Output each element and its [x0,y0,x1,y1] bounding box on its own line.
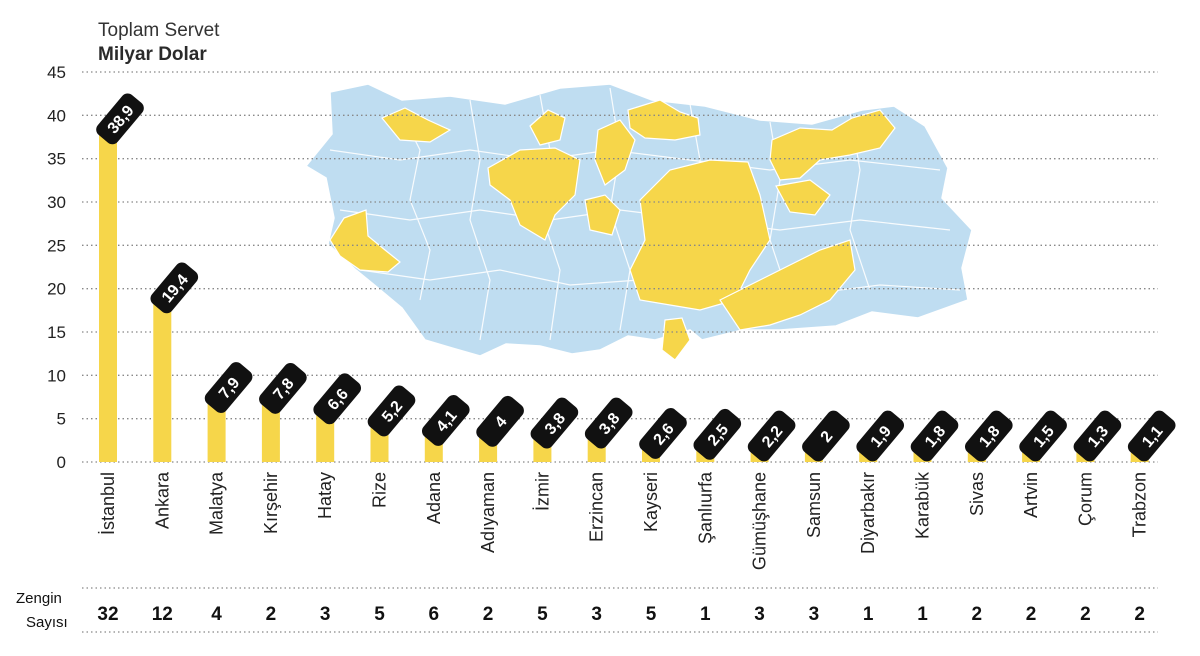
y-tick-label-0: 0 [57,453,66,472]
y-tick-label-6: 30 [47,193,66,212]
x-tick-label-2: Malatya [207,471,227,535]
x-tick-label-6: Adana [424,471,444,524]
x-tick-label-3: Kırşehir [261,472,281,534]
x-tick-label-13: Samsun [804,472,824,538]
y-tick-label-9: 45 [47,63,66,82]
value-label-box-6 [421,395,470,446]
y-tick-label-2: 10 [47,366,66,385]
value-label-box-19 [1127,410,1176,462]
x-tick-label-14: Diyarbakır [858,472,878,554]
value-label-box-17 [1019,410,1067,462]
count-value-4: 3 [320,604,331,625]
x-tick-label-16: Sivas [967,472,987,516]
count-row: 32 12 4 2 3 5 6 2 5 3 5 1 3 3 1 1 2 2 2 2 [97,604,1145,625]
y-tick-label-5: 25 [47,236,66,255]
count-value-14: 1 [863,604,874,625]
count-value-3: 2 [266,604,277,625]
value-label-box-14 [856,410,905,462]
turkey-map [304,83,973,361]
value-label-box-2 [204,362,253,413]
x-tick-label-9: Erzincan [587,472,607,542]
x-tick-label-15: Karabük [913,471,933,539]
value-label-box-8 [530,397,579,449]
count-value-19: 2 [1134,604,1145,625]
x-tick-label-11: Şanlıurfa [695,471,715,544]
value-label-box-10 [639,408,687,459]
x-tick-label-17: Artvin [1021,472,1041,518]
value-label-box-11 [693,408,742,460]
x-tick-label-8: İzmir [532,472,552,511]
chart-title: Toplam Servet [98,20,220,41]
y-tick-label-4: 20 [47,280,66,299]
x-tick-label-12: Gümüşhane [750,472,770,570]
value-label-box-18 [1073,410,1122,462]
x-tick-label-10: Kayseri [641,472,661,532]
count-value-15: 1 [917,604,928,625]
bar-1 [153,293,172,462]
value-label-box-12 [747,410,796,462]
value-label-box-3 [259,362,307,414]
value-label-7: 4 [476,395,524,447]
count-value-9: 3 [591,604,602,625]
chart-unit: Milyar Dolar [98,44,207,65]
value-label-14: 1,9 [856,410,905,462]
value-label-17: 1,5 [1019,410,1067,462]
value-label-box-4 [313,373,362,425]
value-label-box-15 [910,410,959,462]
count-value-8: 5 [537,604,548,625]
x-tick-label-18: Çorum [1075,472,1095,526]
value-label-3: 7,8 [259,362,307,414]
count-value-2: 4 [211,604,222,625]
x-tick-label-5: Rize [370,472,390,508]
x-tick-label-7: Adıyaman [478,472,498,553]
value-label-13: 2 [802,410,850,462]
x-tick-label-1: Ankara [152,471,172,529]
value-label-box-9 [584,397,633,449]
value-labels: 38,919,47,9 7,8 6,6 5,2 4,1 4 3,8 3,8 2,6 2,5 2,2 2… [96,93,1176,462]
count-value-11: 1 [700,604,711,625]
bar-0 [99,124,117,462]
count-value-13: 3 [809,604,820,625]
count-value-10: 5 [646,604,657,625]
y-tick-label-7: 35 [47,150,66,169]
count-value-5: 5 [374,604,385,625]
count-value-16: 2 [972,604,983,625]
count-label-line2: Sayısı [26,614,68,631]
value-label-10: 2,6 [639,408,687,459]
value-label-box-0 [96,93,144,145]
count-label-line1: Zengin [16,590,62,607]
y-axis-ticks: 0 5 10 15 20 25 30 35 40 45 [47,63,66,472]
value-label-box-1 [150,262,199,314]
y-tick-label-1: 5 [57,410,66,429]
value-label-box-13 [802,410,850,462]
count-value-6: 6 [429,604,440,625]
value-label-box-7 [476,395,524,447]
x-axis-labels: İstanbul Ankara Malatya Kırşehir Hatay Rize Ad… [98,471,1150,570]
value-label-6: 4,1 [421,395,470,446]
y-tick-label-3: 15 [47,323,66,342]
count-value-7: 2 [483,604,494,625]
x-tick-label-4: Hatay [315,472,335,519]
x-tick-label-0: İstanbul [98,472,118,535]
value-label-box-5 [367,385,416,437]
count-value-12: 3 [754,604,765,625]
x-tick-label-19: Trabzon [1130,472,1150,537]
count-value-1: 12 [152,604,173,625]
value-label-15: 1,8 [910,410,959,462]
value-label-box-16 [964,410,1013,462]
count-value-17: 2 [1026,604,1037,625]
count-value-18: 2 [1080,604,1091,625]
y-tick-label-8: 40 [47,106,66,125]
count-value-0: 32 [97,604,118,625]
map-highlight-provinces [329,99,896,361]
